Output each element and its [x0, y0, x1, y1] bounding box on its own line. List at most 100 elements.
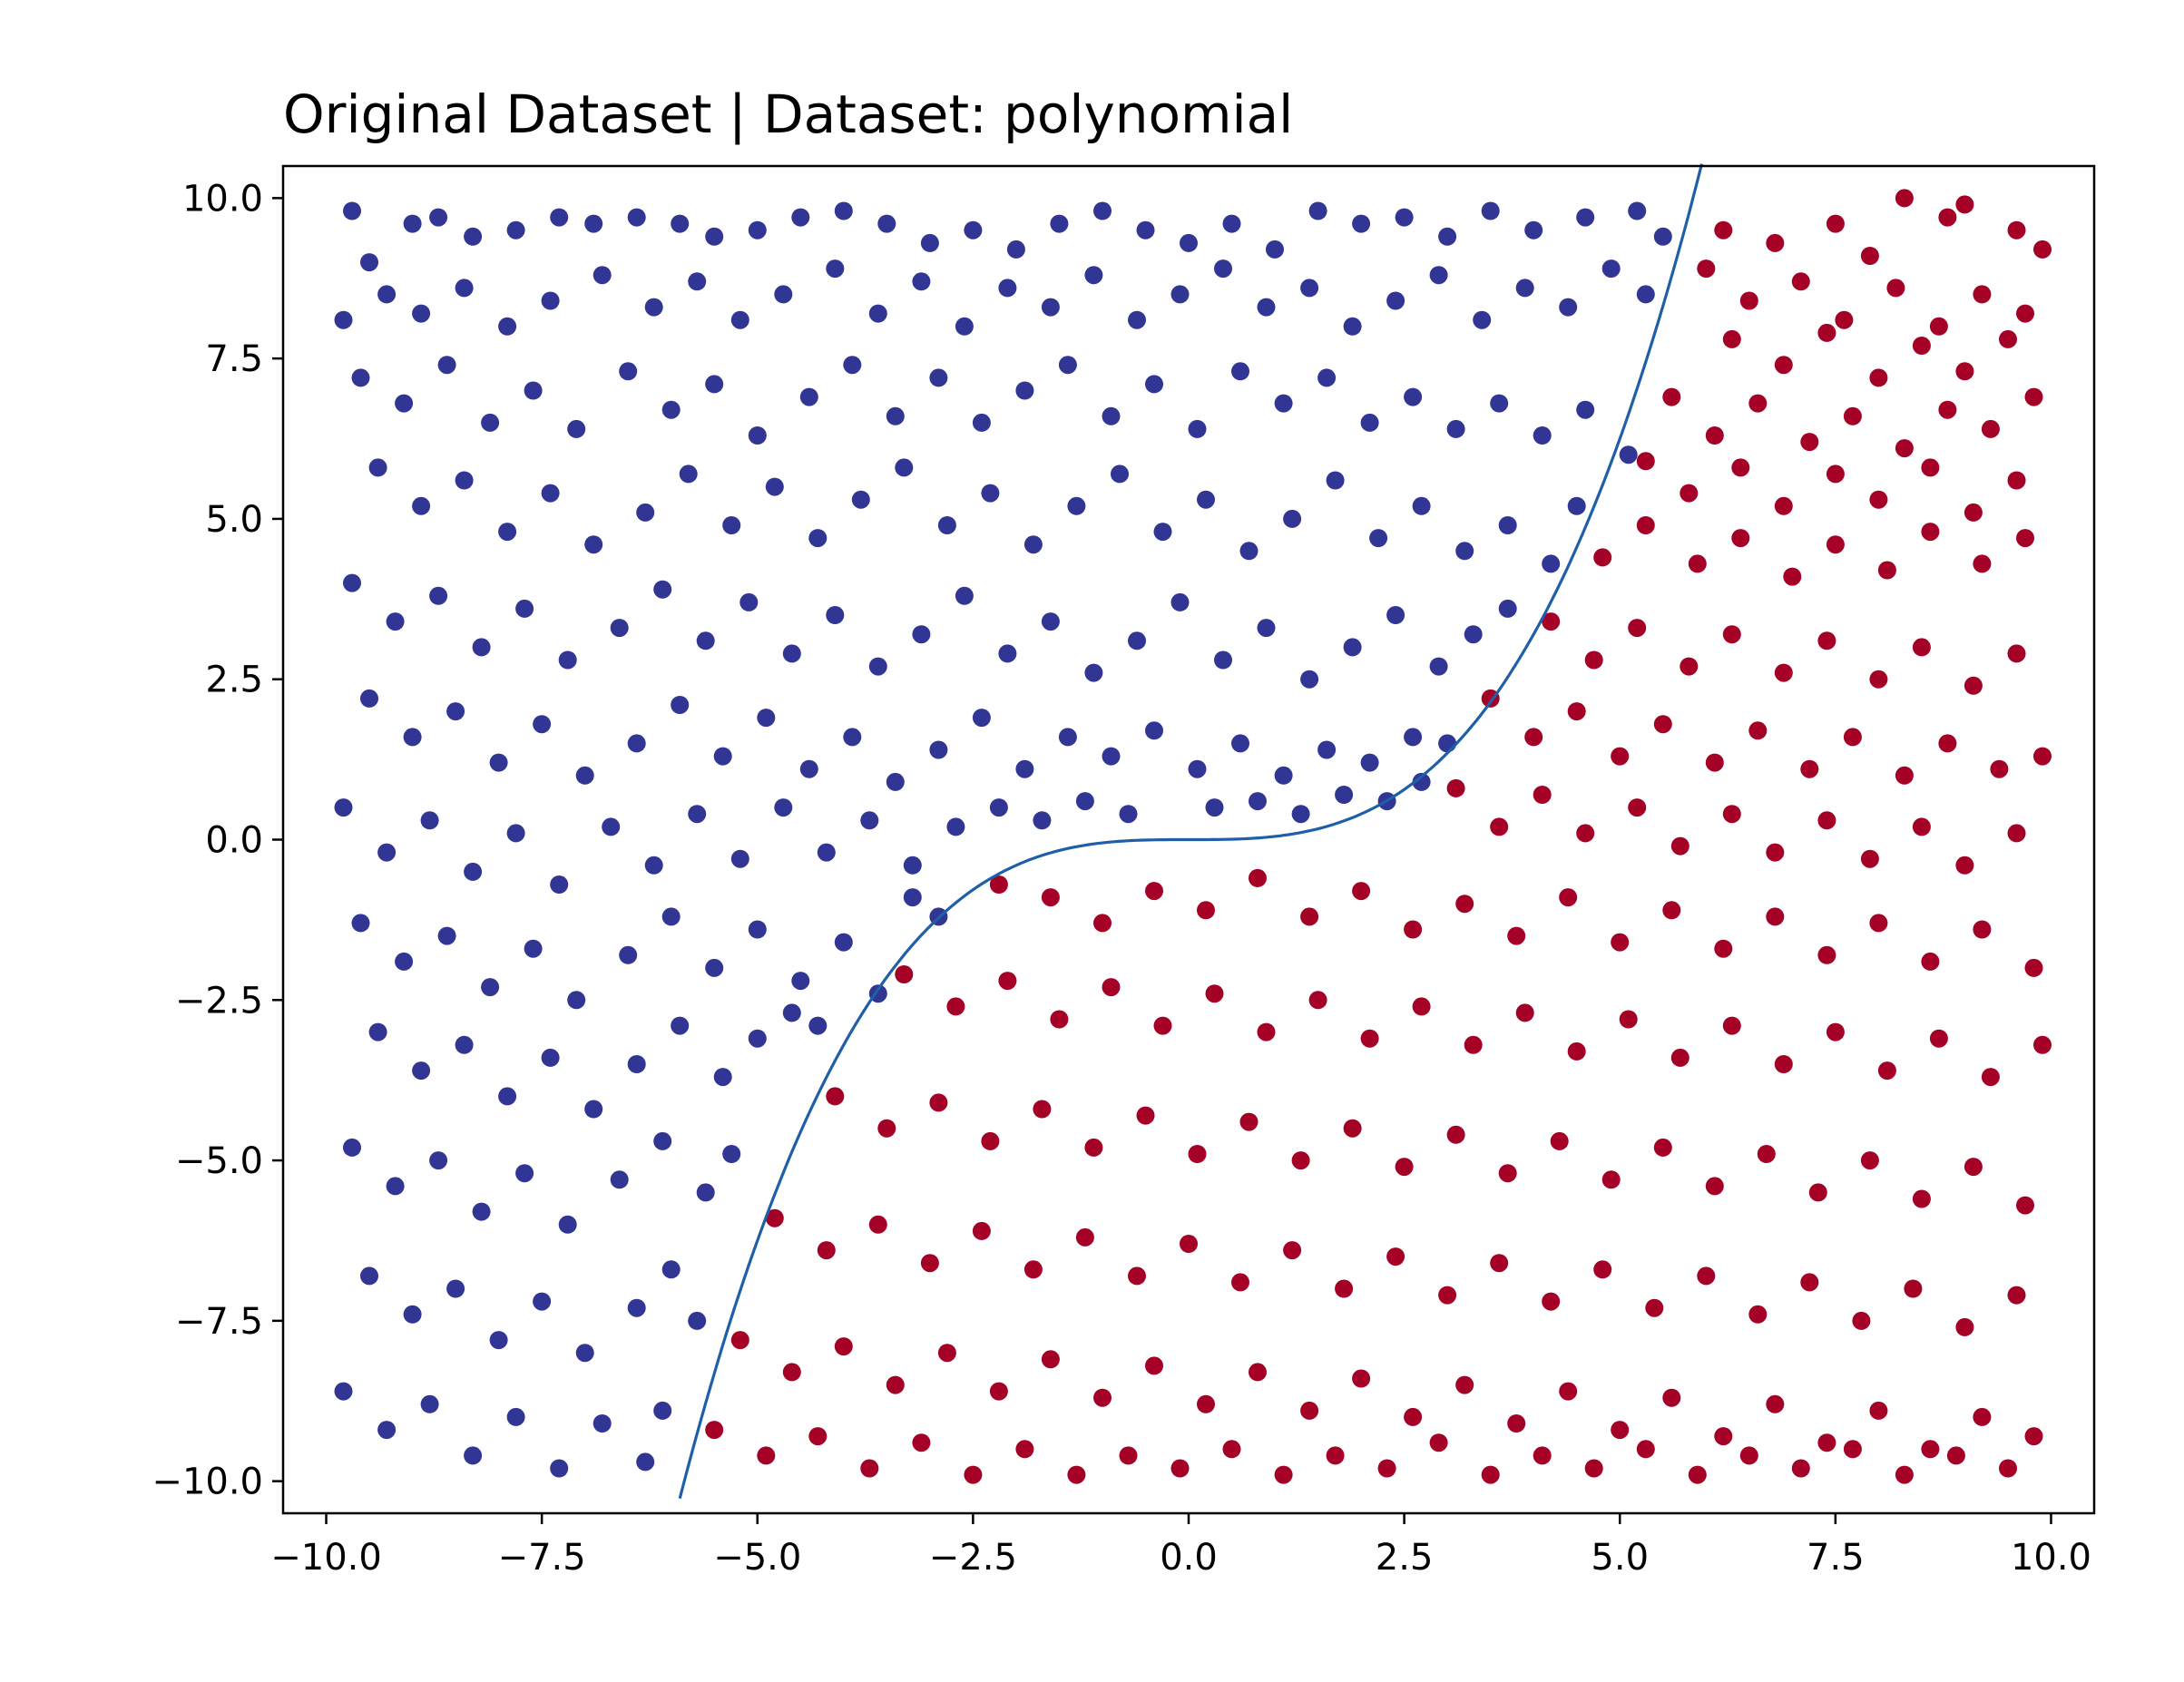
scatter-point-below — [1455, 1375, 1474, 1394]
scatter-point-below — [1283, 1241, 1302, 1260]
scatter-point-below — [1739, 1446, 1758, 1465]
scatter-point-above — [730, 849, 749, 868]
scatter-point-above — [937, 516, 956, 534]
scatter-point-below — [1999, 329, 2017, 348]
scatter-point-above — [799, 759, 818, 778]
scatter-point-above — [1386, 291, 1405, 310]
scatter-point-above — [1257, 298, 1276, 317]
scatter-point-below — [1584, 650, 1603, 670]
scatter-point-above — [1188, 759, 1207, 778]
scatter-point-above — [1360, 753, 1379, 772]
scatter-point-above — [1239, 542, 1258, 561]
scatter-point-above — [343, 573, 361, 592]
scatter-point-above — [515, 1164, 534, 1183]
scatter-point-below — [1041, 1350, 1060, 1369]
scatter-point-above — [506, 824, 525, 843]
scatter-point-above — [774, 798, 793, 817]
scatter-point-above — [1128, 310, 1146, 329]
scatter-point-below — [1938, 734, 1957, 753]
scatter-point-above — [472, 638, 491, 657]
y-tick-label: 0.0 — [205, 820, 263, 862]
scatter-point-above — [412, 304, 431, 323]
scatter-point-above — [575, 766, 594, 785]
scatter-point-below — [1973, 920, 1992, 939]
scatter-point-above — [524, 381, 543, 400]
scatter-point-above — [989, 798, 1008, 817]
scatter-point-above — [368, 458, 387, 477]
scatter-point-below — [1843, 728, 1862, 747]
scatter-point-below — [1197, 901, 1215, 920]
scatter-point-below — [1601, 1170, 1621, 1189]
scatter-point-above — [1015, 759, 1034, 778]
scatter-point-below — [1404, 1407, 1423, 1426]
scatter-point-below — [937, 1344, 956, 1363]
scatter-point-above — [1412, 496, 1431, 515]
scatter-point-below — [1593, 1260, 1612, 1279]
scatter-point-below — [1507, 926, 1526, 945]
scatter-point-above — [593, 1414, 612, 1433]
scatter-point-below — [989, 1382, 1008, 1401]
scatter-point-below — [1791, 1459, 1810, 1478]
scatter-point-above — [1628, 201, 1647, 220]
scatter-point-below — [1973, 554, 1992, 573]
scatter-point-below — [1921, 952, 1940, 971]
scatter-point-below — [1722, 329, 1741, 348]
scatter-point-below — [1929, 317, 1948, 336]
scatter-point-below — [1912, 337, 1931, 355]
scatter-point-below — [1817, 1433, 1836, 1452]
scatter-point-above — [1188, 419, 1207, 438]
scatter-point-above — [1300, 279, 1319, 298]
scatter-point-above — [541, 291, 560, 310]
scatter-point-below — [1015, 1440, 1034, 1459]
scatter-point-below — [1550, 1131, 1569, 1150]
scatter-point-above — [955, 586, 974, 605]
scatter-point-above — [1429, 657, 1448, 676]
scatter-point-above — [550, 208, 569, 227]
scatter-point-above — [782, 644, 801, 663]
scatter-point-above — [903, 888, 922, 907]
y-tick-label: −5.0 — [175, 1140, 263, 1182]
scatter-point-below — [1645, 1298, 1664, 1317]
y-tick-label: 2.5 — [205, 660, 263, 701]
scatter-point-below — [1886, 279, 1905, 298]
scatter-point-above — [1542, 554, 1561, 573]
scatter-point-above — [403, 214, 422, 233]
scatter-point-below — [1697, 259, 1716, 279]
scatter-point-below — [1921, 458, 1940, 477]
scatter-point-above — [808, 1016, 828, 1035]
scatter-point-above — [429, 586, 448, 605]
scatter-point-below — [1731, 529, 1750, 548]
scatter-point-below — [1559, 888, 1578, 907]
scatter-point-above — [437, 926, 456, 945]
scatter-point-above — [619, 945, 638, 964]
scatter-point-below — [1843, 1440, 1862, 1459]
scatter-point-below — [1628, 798, 1647, 817]
scatter-point-below — [1636, 1440, 1655, 1459]
scatter-point-above — [550, 875, 569, 894]
scatter-point-above — [1266, 240, 1284, 259]
scatter-point-above — [1515, 279, 1534, 298]
scatter-point-above — [343, 1138, 361, 1157]
scatter-point-below — [1128, 1266, 1146, 1286]
scatter-point-below — [1808, 1183, 1827, 1202]
scatter-point-above — [1317, 740, 1337, 759]
scatter-point-above — [1145, 721, 1163, 740]
scatter-point-above — [834, 933, 853, 952]
scatter-point-above — [1145, 375, 1163, 394]
scatter-point-above — [334, 310, 353, 329]
scatter-point-below — [1593, 548, 1612, 567]
scatter-point-above — [1075, 792, 1094, 811]
scatter-point-above — [1222, 214, 1241, 233]
scatter-point-below — [1145, 1356, 1163, 1375]
scatter-point-below — [1326, 1446, 1345, 1465]
scatter-point-below — [834, 1337, 853, 1356]
scatter-point-above — [1257, 619, 1276, 638]
scatter-point-above — [671, 214, 690, 233]
scatter-point-above — [1231, 734, 1249, 753]
scatter-point-above — [661, 1260, 681, 1279]
scatter-point-above — [464, 1446, 483, 1465]
scatter-point-above — [506, 220, 525, 240]
scatter-point-below — [1714, 939, 1733, 958]
scatter-point-below — [886, 1375, 905, 1394]
scatter-point-below — [1748, 721, 1768, 740]
